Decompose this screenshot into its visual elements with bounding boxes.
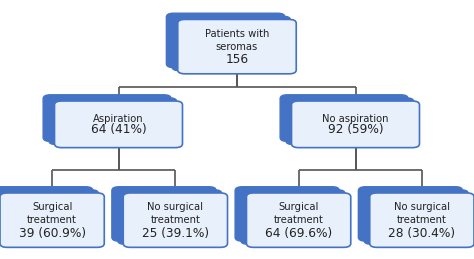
Text: 28 (30.4%): 28 (30.4%)	[388, 227, 456, 240]
FancyBboxPatch shape	[49, 98, 177, 145]
FancyBboxPatch shape	[235, 187, 339, 241]
FancyBboxPatch shape	[118, 190, 222, 244]
Text: No surgical: No surgical	[147, 202, 203, 212]
Text: Patients with: Patients with	[205, 28, 269, 39]
FancyBboxPatch shape	[358, 187, 463, 241]
FancyBboxPatch shape	[364, 190, 468, 244]
FancyBboxPatch shape	[166, 13, 285, 68]
FancyBboxPatch shape	[0, 190, 99, 244]
Text: 92 (59%): 92 (59%)	[328, 123, 383, 136]
Text: seromas: seromas	[216, 42, 258, 52]
FancyBboxPatch shape	[0, 193, 104, 247]
FancyBboxPatch shape	[123, 193, 228, 247]
FancyBboxPatch shape	[178, 19, 296, 74]
Text: treatment: treatment	[273, 215, 324, 225]
Text: 64 (41%): 64 (41%)	[91, 123, 146, 136]
FancyBboxPatch shape	[286, 98, 414, 145]
Text: treatment: treatment	[150, 215, 201, 225]
FancyBboxPatch shape	[246, 193, 351, 247]
FancyBboxPatch shape	[280, 95, 408, 141]
Text: 156: 156	[226, 53, 248, 66]
Text: treatment: treatment	[27, 215, 77, 225]
Text: 25 (39.1%): 25 (39.1%)	[142, 227, 209, 240]
Text: treatment: treatment	[397, 215, 447, 225]
Text: Aspiration: Aspiration	[93, 114, 144, 124]
FancyBboxPatch shape	[112, 187, 216, 241]
FancyBboxPatch shape	[43, 95, 171, 141]
FancyBboxPatch shape	[370, 193, 474, 247]
FancyBboxPatch shape	[0, 187, 93, 241]
FancyBboxPatch shape	[241, 190, 345, 244]
Text: 64 (69.6%): 64 (69.6%)	[265, 227, 332, 240]
Text: Surgical: Surgical	[32, 202, 73, 212]
Text: Surgical: Surgical	[278, 202, 319, 212]
Text: 39 (60.9%): 39 (60.9%)	[18, 227, 86, 240]
Text: No aspiration: No aspiration	[322, 114, 389, 124]
FancyBboxPatch shape	[55, 101, 182, 148]
Text: No surgical: No surgical	[394, 202, 450, 212]
FancyBboxPatch shape	[292, 101, 419, 148]
FancyBboxPatch shape	[172, 16, 291, 71]
